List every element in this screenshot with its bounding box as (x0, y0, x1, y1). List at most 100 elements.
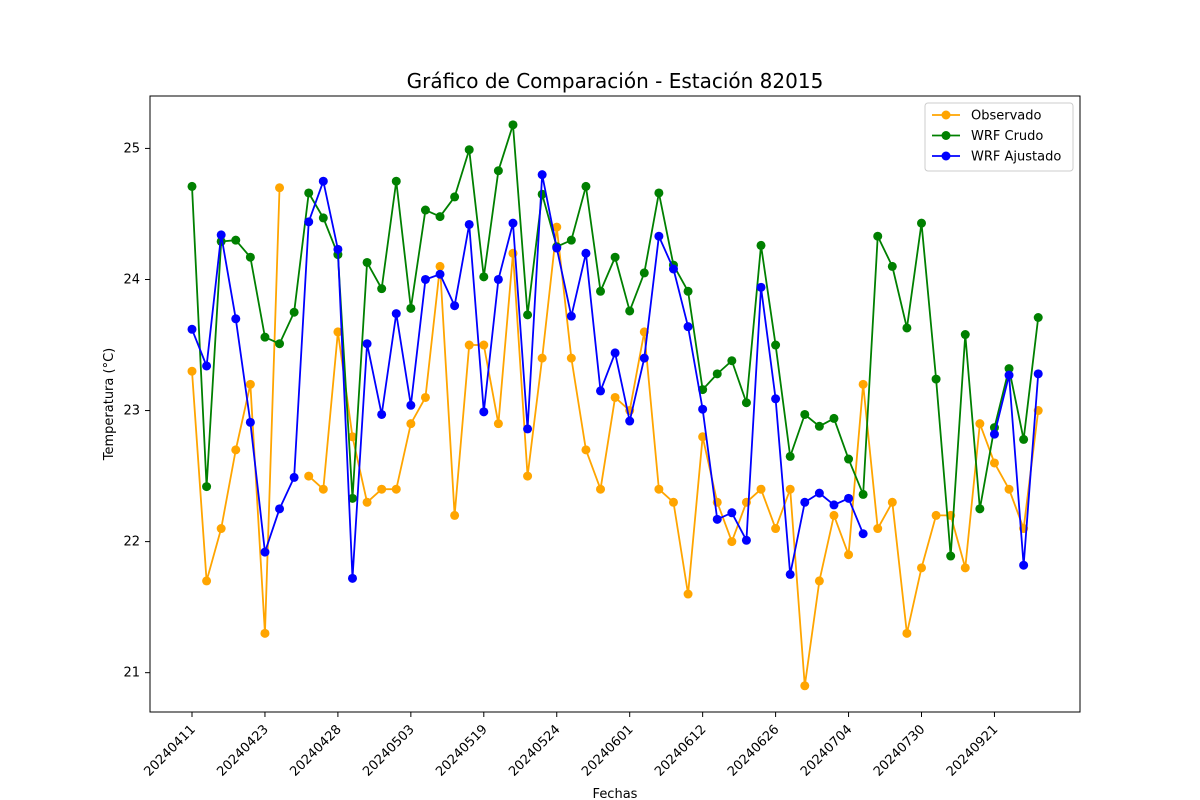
data-point-wrf-crudo (362, 257, 372, 267)
data-point-observado (873, 524, 883, 534)
data-point-observado (362, 497, 372, 507)
x-tick-label: 20240921 (944, 722, 1001, 779)
x-tick-label: 20240626 (725, 722, 782, 779)
data-point-wrf-crudo (391, 176, 401, 186)
data-point-wrf-ajustado (829, 500, 839, 510)
legend-label-wrf-crudo: WRF Crudo (971, 129, 1043, 144)
data-point-wrf-crudo (625, 306, 635, 316)
data-point-wrf-crudo (406, 303, 416, 313)
legend-box (924, 102, 1074, 172)
data-point-observado (187, 366, 197, 376)
data-point-wrf-crudo (946, 551, 956, 561)
data-point-wrf-ajustado (785, 569, 795, 579)
data-point-observado (596, 484, 606, 494)
data-point-wrf-ajustado (493, 274, 503, 284)
data-point-wrf-ajustado (333, 244, 343, 254)
y-tick-label: 24 (123, 272, 140, 287)
data-point-wrf-crudo (566, 235, 576, 245)
data-point-observado (493, 419, 503, 429)
data-point-wrf-crudo (741, 398, 751, 408)
data-point-wrf-crudo (727, 356, 737, 366)
data-point-observado (887, 497, 897, 507)
data-point-wrf-crudo (1004, 364, 1014, 374)
data-point-wrf-ajustado (391, 309, 401, 319)
data-point-wrf-crudo (464, 145, 474, 155)
x-axis: 20240411 20240423 20240428 20240503 20240519… (141, 712, 1001, 780)
data-point-wrf-crudo (814, 421, 824, 431)
data-point-wrf-ajustado (537, 170, 547, 180)
data-point-wrf-ajustado (406, 400, 416, 410)
data-point-wrf-crudo (858, 489, 868, 499)
data-point-wrf-crudo (712, 369, 722, 379)
data-point-observado (683, 589, 693, 599)
data-point-wrf-crudo (275, 339, 285, 349)
data-point-wrf-crudo (873, 231, 883, 241)
y-tick-label: 25 (123, 141, 140, 156)
data-point-observado (829, 510, 839, 520)
data-point-wrf-ajustado (1019, 560, 1029, 570)
data-point-observado (523, 471, 533, 481)
data-point-wrf-ajustado (479, 407, 489, 417)
data-point-wrf-crudo (596, 286, 606, 296)
data-point-wrf-ajustado (347, 573, 357, 583)
data-point-wrf-crudo (318, 213, 328, 223)
data-point-observado (464, 340, 474, 350)
data-point-observado (960, 563, 970, 573)
data-point-wrf-crudo (289, 307, 299, 317)
data-point-wrf-crudo (450, 192, 460, 202)
chart-title: Gráfico de Comparación - Estación 82015 (407, 69, 824, 93)
data-point-wrf-ajustado (610, 348, 620, 358)
data-point-wrf-crudo (610, 252, 620, 262)
legend: Observado WRF Crudo WRF Ajustado (924, 102, 1074, 172)
data-point-wrf-crudo (347, 493, 357, 503)
data-point-wrf-ajustado (756, 282, 766, 292)
data-point-observado (552, 222, 562, 232)
data-point-wrf-crudo (1033, 312, 1043, 322)
data-point-wrf-crudo (1019, 434, 1029, 444)
data-point-wrf-ajustado (989, 429, 999, 439)
data-point-wrf-crudo (304, 188, 314, 198)
data-point-wrf-ajustado (377, 409, 387, 419)
data-point-observado (275, 183, 285, 193)
data-point-wrf-ajustado (420, 274, 430, 284)
data-point-observado (347, 432, 357, 442)
data-point-observado (727, 537, 737, 547)
data-point-wrf-crudo (260, 332, 270, 342)
data-point-wrf-ajustado (581, 248, 591, 258)
data-point-wrf-ajustado (654, 231, 664, 241)
data-point-wrf-crudo (829, 413, 839, 423)
data-point-observado (333, 327, 343, 337)
legend-swatch-marker-wrf-ajustado (941, 151, 951, 161)
data-point-wrf-ajustado (552, 243, 562, 253)
data-point-wrf-ajustado (304, 217, 314, 227)
data-point-observado (581, 445, 591, 455)
data-point-wrf-ajustado (523, 424, 533, 434)
data-point-observado (668, 497, 678, 507)
plot-area (149, 95, 1081, 713)
data-point-observado (858, 379, 868, 389)
data-point-wrf-crudo (493, 166, 503, 176)
data-point-wrf-ajustado (275, 504, 285, 514)
data-point-observado (479, 340, 489, 350)
data-point-wrf-ajustado (639, 353, 649, 363)
data-point-observado (318, 484, 328, 494)
data-point-wrf-crudo (231, 235, 241, 245)
data-point-observado (931, 510, 941, 520)
data-point-wrf-ajustado (844, 493, 854, 503)
data-point-observado (698, 432, 708, 442)
x-tick-label: 20240428 (287, 722, 344, 779)
y-tick-label: 21 (123, 666, 140, 681)
data-point-wrf-crudo (245, 252, 255, 262)
legend-swatch-marker-wrf-crudo (941, 131, 951, 140)
data-point-observado (260, 628, 270, 638)
data-point-wrf-ajustado (464, 219, 474, 229)
data-point-wrf-ajustado (712, 514, 722, 524)
data-point-observado (844, 550, 854, 560)
data-point-wrf-ajustado (698, 404, 708, 414)
data-point-observado (917, 563, 926, 573)
data-point-observado (537, 353, 547, 363)
data-point-wrf-ajustado (216, 230, 226, 240)
x-tick-label: 20240423 (214, 722, 271, 779)
y-axis: 21 22 23 24 25 (123, 141, 150, 681)
